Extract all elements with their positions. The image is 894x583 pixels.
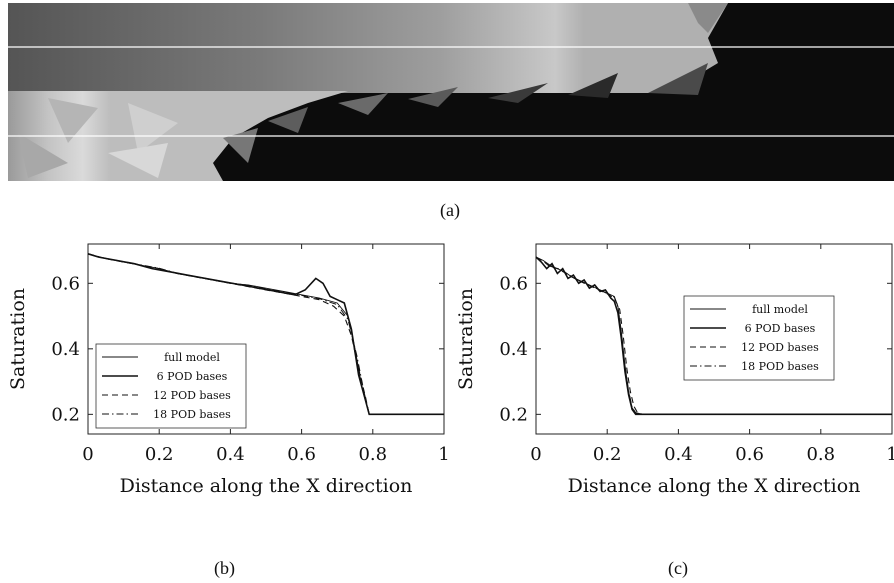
y-axis-label: Saturation [7, 288, 29, 390]
plot-frame [535, 243, 893, 435]
y-axis-label: Saturation [455, 288, 477, 390]
legend-label: 12 POD bases [153, 389, 231, 402]
y-tick-label: 0.4 [499, 339, 528, 360]
x-tick-label: 0.2 [145, 444, 174, 465]
y-tick-label: 0.6 [51, 273, 80, 294]
series-line-6-pod-bases [87, 253, 444, 416]
x-tick-label: 1 [438, 444, 449, 465]
x-tick-label: 0 [530, 444, 541, 465]
x-tick-label: 0.6 [735, 444, 764, 465]
y-tick-label: 0.2 [499, 404, 528, 425]
legend-label: 6 POD bases [157, 370, 228, 383]
x-tick-label: 0.6 [287, 444, 316, 465]
y-tick-label: 0.6 [499, 273, 528, 294]
series-line-18-pod-bases [535, 256, 892, 415]
legend: full model 6 POD bases 12 POD bases 18 POD … [683, 295, 835, 381]
caption-a: (a) [440, 200, 460, 220]
saturation-field-image [8, 3, 894, 181]
x-tick-label: 0.4 [216, 444, 245, 465]
x-tick-label: 1 [886, 444, 894, 465]
series-line-18-pod-bases [87, 253, 444, 415]
legend-label: 18 POD bases [153, 408, 231, 421]
x-tick-label: 0 [82, 444, 93, 465]
caption-b: (b) [214, 558, 235, 578]
legend-label: 12 POD bases [741, 341, 819, 354]
legend-label: full model [164, 351, 220, 364]
series-line-6-pod-bases [535, 256, 892, 416]
legend-label: full model [752, 303, 808, 316]
x-tick-label: 0.8 [358, 444, 387, 465]
y-tick-label: 0.2 [51, 404, 80, 425]
x-tick-label: 0.4 [664, 444, 693, 465]
legend-label: 6 POD bases [745, 322, 816, 335]
legend: full model 6 POD bases 12 POD bases 18 POD … [95, 343, 247, 429]
legend-label: 18 POD bases [741, 360, 819, 373]
x-axis-label: Distance along the X direction [120, 475, 413, 497]
x-axis-label: Distance along the X direction [568, 475, 861, 497]
x-tick-label: 0.8 [806, 444, 835, 465]
y-tick-label: 0.4 [51, 339, 80, 360]
x-tick-label: 0.2 [593, 444, 622, 465]
plot-frame [87, 243, 445, 435]
caption-c: (c) [668, 558, 688, 578]
